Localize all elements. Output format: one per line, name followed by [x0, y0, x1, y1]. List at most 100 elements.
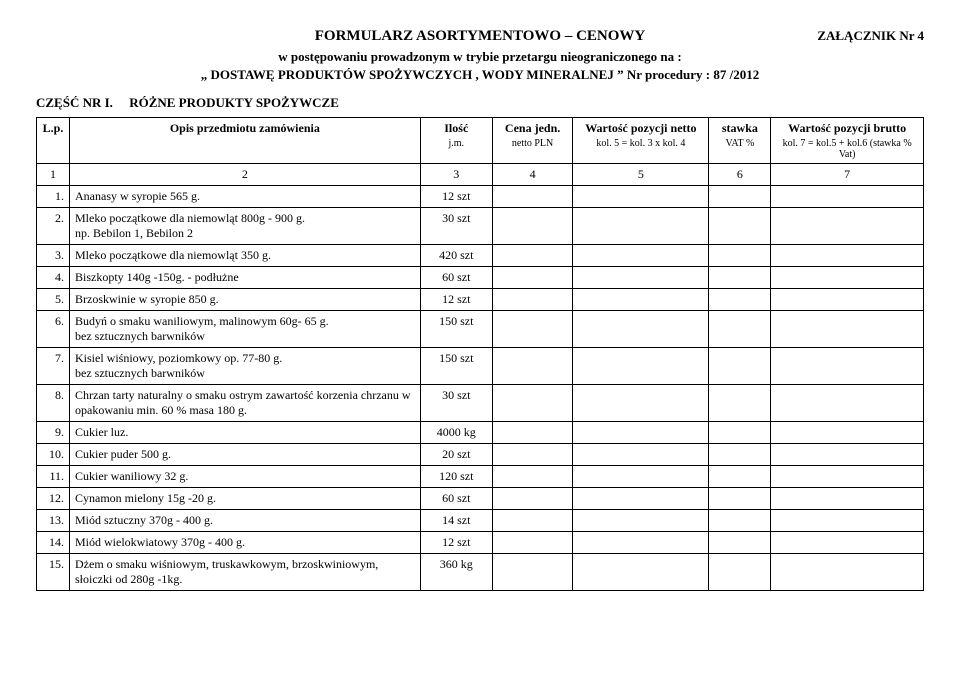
row-vat [709, 208, 771, 245]
row-gross-value [771, 422, 924, 444]
row-quantity: 60 szt [420, 488, 492, 510]
row-unit-price [492, 532, 572, 554]
row-gross-value [771, 348, 924, 385]
row-number: 7. [37, 348, 70, 385]
row-net-value [573, 289, 709, 311]
table-row: 8.Chrzan tarty naturalny o smaku ostrym … [37, 385, 924, 422]
part-label: CZĘŚĆ NR I. [36, 95, 113, 110]
row-description: Chrzan tarty naturalny o smaku ostrym za… [70, 385, 421, 422]
row-net-value [573, 208, 709, 245]
row-vat [709, 510, 771, 532]
row-net-value [573, 186, 709, 208]
table-header-row: L.p. Opis przedmiotu zamówienia Ilość j.… [37, 118, 924, 164]
row-unit-price [492, 488, 572, 510]
row-gross-value [771, 466, 924, 488]
pricing-table: L.p. Opis przedmiotu zamówienia Ilość j.… [36, 117, 924, 591]
row-description: Mleko początkowe dla niemowląt 800g - 90… [70, 208, 421, 245]
table-row: 6.Budyń o smaku waniliowym, malinowym 60… [37, 311, 924, 348]
row-number: 5. [37, 289, 70, 311]
row-quantity: 150 szt [420, 311, 492, 348]
row-gross-value [771, 311, 924, 348]
row-description: Cukier waniliowy 32 g. [70, 466, 421, 488]
row-unit-price [492, 245, 572, 267]
row-net-value [573, 510, 709, 532]
row-unit-price [492, 385, 572, 422]
attachment-label: ZAŁĄCZNIK Nr 4 [817, 28, 924, 44]
row-net-value [573, 554, 709, 591]
th-qty-sub: j.m. [426, 138, 487, 149]
th-qty-main: Ilość [444, 121, 468, 135]
row-vat [709, 385, 771, 422]
row-unit-price [492, 444, 572, 466]
row-gross-value [771, 186, 924, 208]
th-vat-main: stawka [722, 121, 758, 135]
table-row: 1.Ananasy w syropie 565 g.12 szt [37, 186, 924, 208]
th-price-sub: netto PLN [498, 138, 567, 149]
row-vat [709, 186, 771, 208]
row-description: Mleko początkowe dla niemowląt 350 g. [70, 245, 421, 267]
row-unit-price [492, 554, 572, 591]
th-net-sub: kol. 5 = kol. 3 x kol. 4 [578, 138, 703, 149]
table-body: 1.Ananasy w syropie 565 g.12 szt2.Mleko … [37, 186, 924, 591]
row-quantity: 150 szt [420, 348, 492, 385]
row-unit-price [492, 348, 572, 385]
row-unit-price [492, 466, 572, 488]
row-vat [709, 554, 771, 591]
row-vat [709, 444, 771, 466]
table-row: 11.Cukier waniliowy 32 g.120 szt [37, 466, 924, 488]
th-gross: Wartość pozycji brutto kol. 7 = kol.5 + … [771, 118, 924, 164]
row-quantity: 12 szt [420, 186, 492, 208]
th-lp: L.p. [37, 118, 70, 164]
row-number: 1. [37, 186, 70, 208]
row-vat [709, 245, 771, 267]
row-number: 2. [37, 208, 70, 245]
row-quantity: 14 szt [420, 510, 492, 532]
row-description: Budyń o smaku waniliowym, malinowym 60g-… [70, 311, 421, 348]
subheading-2: „ DOSTAWĘ PRODUKTÓW SPOŻYWCZYCH , WODY M… [36, 67, 924, 83]
part-title: RÓŻNE PRODUKTY SPOŻYWCZE [129, 95, 339, 110]
row-vat [709, 311, 771, 348]
row-vat [709, 267, 771, 289]
th-desc: Opis przedmiotu zamówienia [70, 118, 421, 164]
row-description: Ananasy w syropie 565 g. [70, 186, 421, 208]
row-net-value [573, 422, 709, 444]
row-number: 9. [37, 422, 70, 444]
row-net-value [573, 532, 709, 554]
row-gross-value [771, 510, 924, 532]
row-gross-value [771, 208, 924, 245]
row-description: Kisiel wiśniowy, poziomkowy op. 77-80 g.… [70, 348, 421, 385]
table-numrow: 1 2 3 4 5 6 7 [37, 164, 924, 186]
table-row: 5.Brzoskwinie w syropie 850 g.12 szt [37, 289, 924, 311]
row-number: 4. [37, 267, 70, 289]
row-gross-value [771, 385, 924, 422]
th-vat-sub: VAT % [714, 138, 765, 149]
row-number: 10. [37, 444, 70, 466]
row-description: Cynamon mielony 15g -20 g. [70, 488, 421, 510]
numcell: 2 [70, 164, 421, 186]
row-quantity: 420 szt [420, 245, 492, 267]
row-description: Cukier luz. [70, 422, 421, 444]
row-net-value [573, 488, 709, 510]
numcell: 1 [37, 164, 70, 186]
th-qty: Ilość j.m. [420, 118, 492, 164]
row-gross-value [771, 532, 924, 554]
th-gross-sub: kol. 7 = kol.5 + kol.6 (stawka % Vat) [776, 138, 918, 160]
row-unit-price [492, 208, 572, 245]
row-number: 3. [37, 245, 70, 267]
row-vat [709, 348, 771, 385]
table-row: 13.Miód sztuczny 370g - 400 g.14 szt [37, 510, 924, 532]
numcell: 3 [420, 164, 492, 186]
row-quantity: 30 szt [420, 208, 492, 245]
th-price: Cena jedn. netto PLN [492, 118, 572, 164]
row-unit-price [492, 510, 572, 532]
th-gross-main: Wartość pozycji brutto [788, 121, 906, 135]
row-gross-value [771, 289, 924, 311]
th-net: Wartość pozycji netto kol. 5 = kol. 3 x … [573, 118, 709, 164]
subheading-1: w postępowaniu prowadzonym w trybie prze… [36, 49, 924, 65]
row-quantity: 12 szt [420, 532, 492, 554]
row-number: 6. [37, 311, 70, 348]
row-unit-price [492, 422, 572, 444]
row-quantity: 120 szt [420, 466, 492, 488]
row-net-value [573, 311, 709, 348]
row-gross-value [771, 444, 924, 466]
